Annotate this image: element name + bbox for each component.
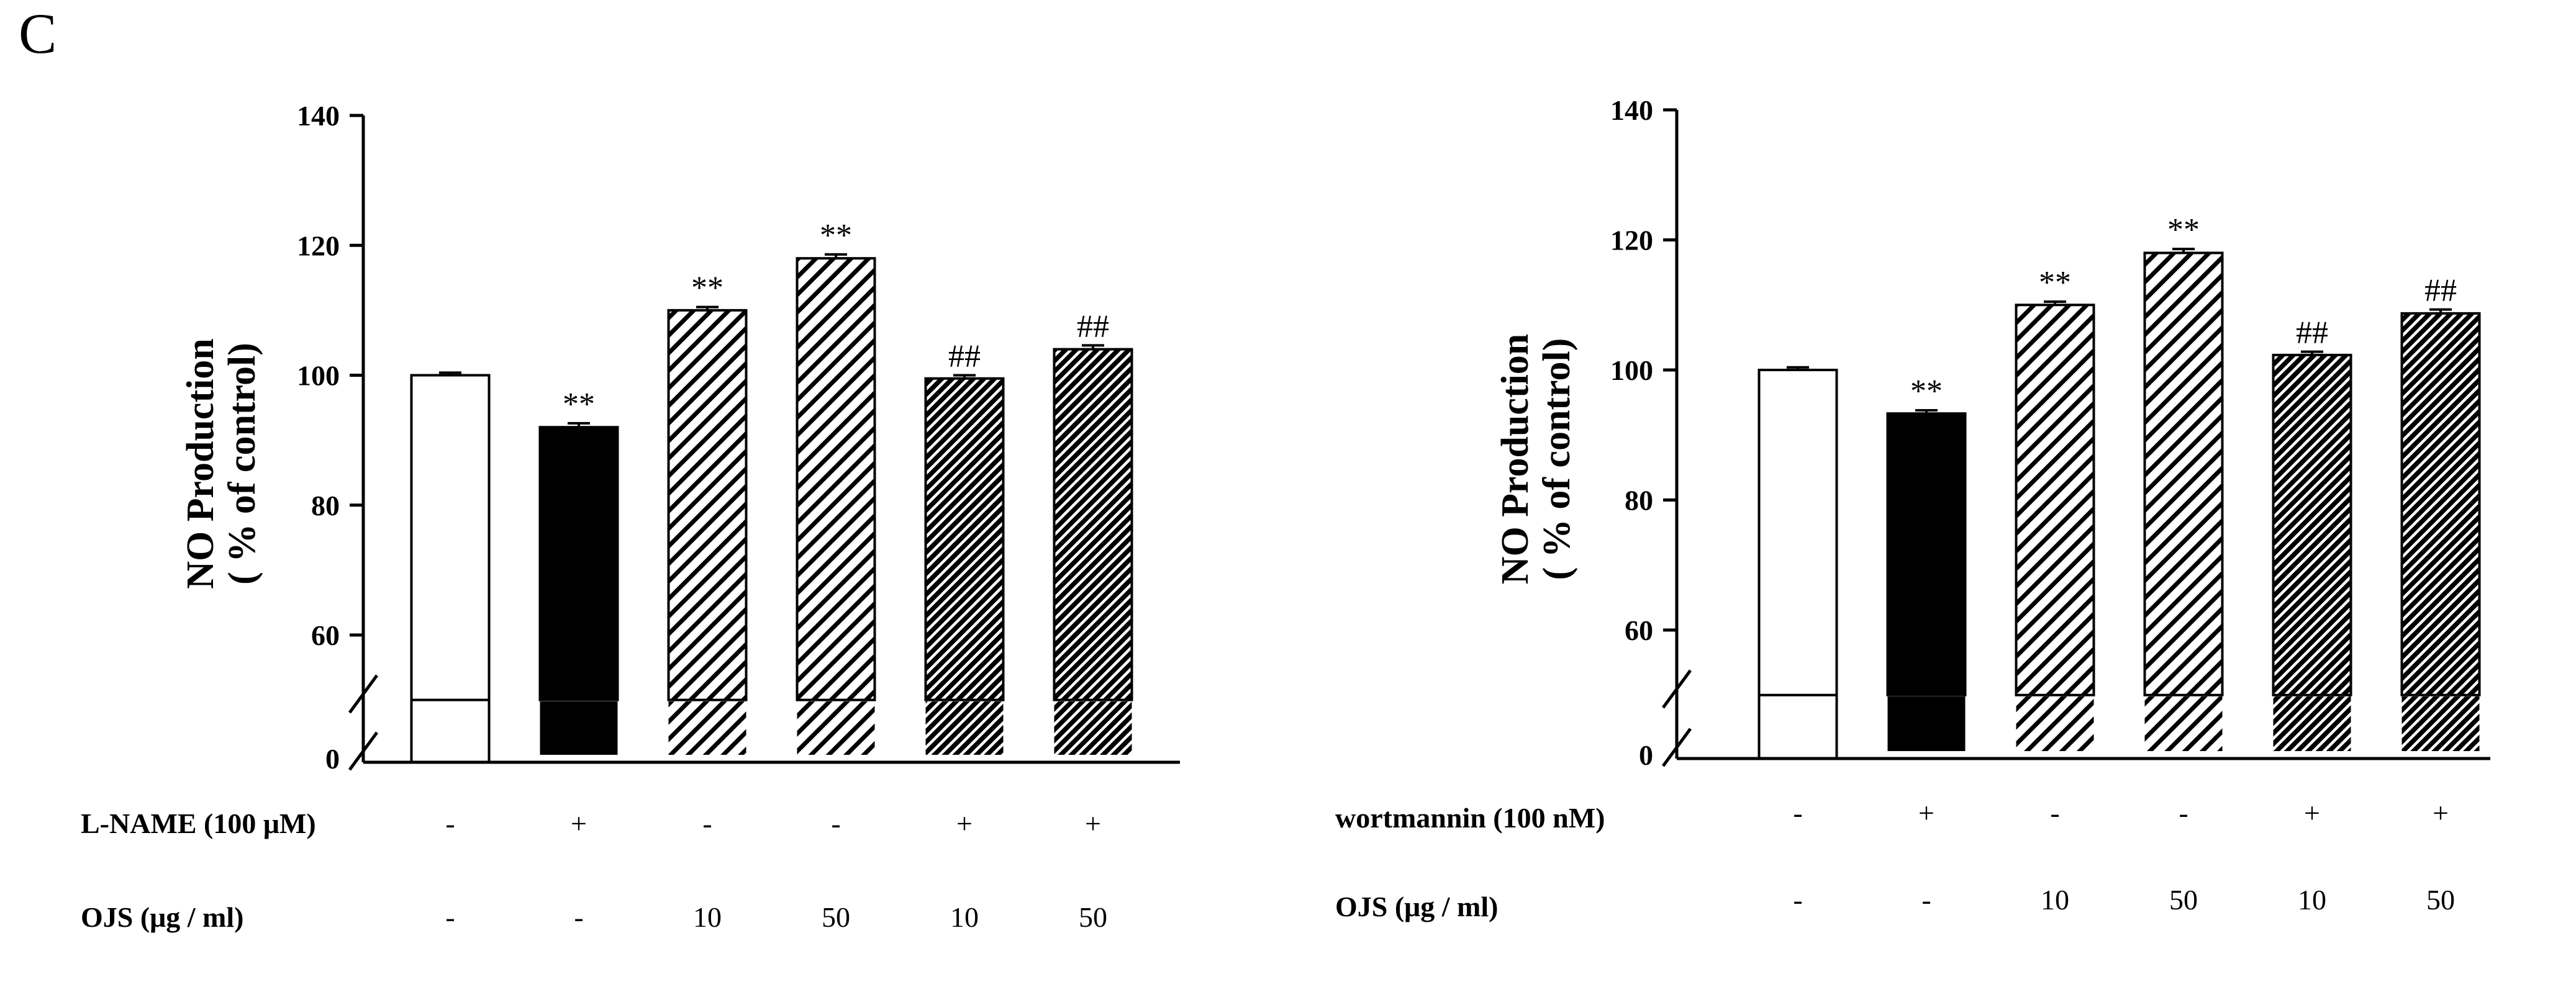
- y-tick-label: 120: [1610, 225, 1653, 256]
- significance-label: **: [563, 387, 595, 422]
- y-axis-title: NO Production: [179, 338, 222, 589]
- bar: [1757, 369, 1838, 696]
- bar: [1053, 348, 1133, 701]
- y-tick-label: 60: [311, 619, 340, 651]
- significance-label: ##: [2296, 315, 2328, 351]
- condition-value: 50: [1079, 901, 1107, 933]
- condition-label: L-NAME (100 μM): [81, 808, 316, 839]
- significance-label: **: [820, 218, 852, 253]
- significance-label: **: [2167, 212, 2200, 248]
- condition-value: 50: [2426, 884, 2455, 916]
- condition-value: 10: [2041, 884, 2069, 916]
- y-tick-label: 120: [297, 230, 340, 261]
- bar-stub: [668, 701, 746, 755]
- y-tick-label: 140: [1610, 94, 1653, 126]
- bar: [667, 309, 748, 701]
- condition-value: +: [1918, 797, 1934, 829]
- y-axis-subtitle: ( % of control): [221, 343, 263, 585]
- bar: [2400, 312, 2481, 696]
- bar-stub: [540, 701, 618, 755]
- bar-stub: [797, 701, 875, 755]
- bar-stub: [1887, 696, 1966, 751]
- bar-stub: [2401, 696, 2480, 751]
- condition-label: OJS (μg / ml): [81, 901, 243, 933]
- condition-value: 10: [950, 901, 979, 933]
- axis-break-mark: [1661, 669, 1692, 709]
- axis-break-mark: [1661, 727, 1692, 767]
- condition-value: 10: [2298, 884, 2326, 916]
- y-tick-label: 100: [297, 360, 340, 392]
- condition-value: +: [2433, 797, 2449, 829]
- bar: [2015, 304, 2095, 696]
- condition-value: -: [574, 901, 583, 933]
- condition-label: OJS (μg / ml): [1335, 891, 1498, 922]
- condition-value: -: [1793, 797, 1802, 829]
- bar-stub: [2144, 696, 2223, 751]
- significance-label: ##: [948, 339, 981, 374]
- bar-stub: [1054, 701, 1132, 755]
- axis-break-mark: [348, 674, 379, 714]
- bar-stub: [2016, 696, 2094, 751]
- panel-label: C: [19, 2, 57, 65]
- condition-value: -: [1793, 884, 1802, 916]
- y-tick-label: 80: [311, 490, 340, 521]
- bar: [2143, 251, 2224, 696]
- significance-label: ##: [2424, 273, 2457, 309]
- y-tick-label: 80: [1625, 485, 1653, 516]
- condition-value: -: [1921, 884, 1931, 916]
- condition-value: -: [2050, 797, 2059, 829]
- bar: [796, 257, 876, 701]
- bar: [924, 377, 1005, 701]
- axis-break-mark: [348, 731, 379, 771]
- y-tick-label: 60: [1625, 615, 1653, 646]
- condition-value: -: [445, 808, 455, 839]
- condition-value: -: [702, 808, 712, 839]
- condition-value: +: [956, 808, 973, 839]
- bar-stub: [2273, 696, 2351, 751]
- condition-value: -: [445, 901, 455, 933]
- significance-label: ##: [1077, 309, 1109, 344]
- bar: [410, 374, 491, 701]
- y-tick-label: 140: [297, 100, 340, 132]
- condition-label: wortmannin (100 nM): [1335, 802, 1605, 834]
- bar-stub: [925, 701, 1004, 755]
- condition-value: -: [2179, 797, 2188, 829]
- bar: [2272, 353, 2352, 696]
- chart-l-name: 60 80 100 120 140 0 NO Production( % of contro…: [81, 100, 1180, 933]
- significance-label: **: [691, 271, 723, 306]
- condition-value: +: [1085, 808, 1101, 839]
- bar: [1886, 412, 1967, 696]
- condition-value: 10: [693, 901, 722, 933]
- condition-value: +: [571, 808, 587, 839]
- y-break-zero-label: 0: [325, 743, 340, 775]
- y-axis-title: NO Production: [1494, 334, 1536, 585]
- condition-value: 50: [2169, 884, 2198, 916]
- y-axis-subtitle: ( % of control): [1536, 338, 1578, 580]
- condition-value: 50: [822, 901, 850, 933]
- significance-label: **: [1910, 374, 1943, 409]
- y-break-zero-label: 0: [1639, 739, 1653, 771]
- bar: [538, 426, 619, 701]
- chart-wortmannin: 60 80 100 120 140 0 NO Production( % of contro…: [1335, 94, 2490, 922]
- condition-value: +: [2304, 797, 2320, 829]
- y-tick-label: 100: [1610, 354, 1653, 386]
- condition-value: -: [831, 808, 840, 839]
- significance-label: **: [2039, 265, 2071, 300]
